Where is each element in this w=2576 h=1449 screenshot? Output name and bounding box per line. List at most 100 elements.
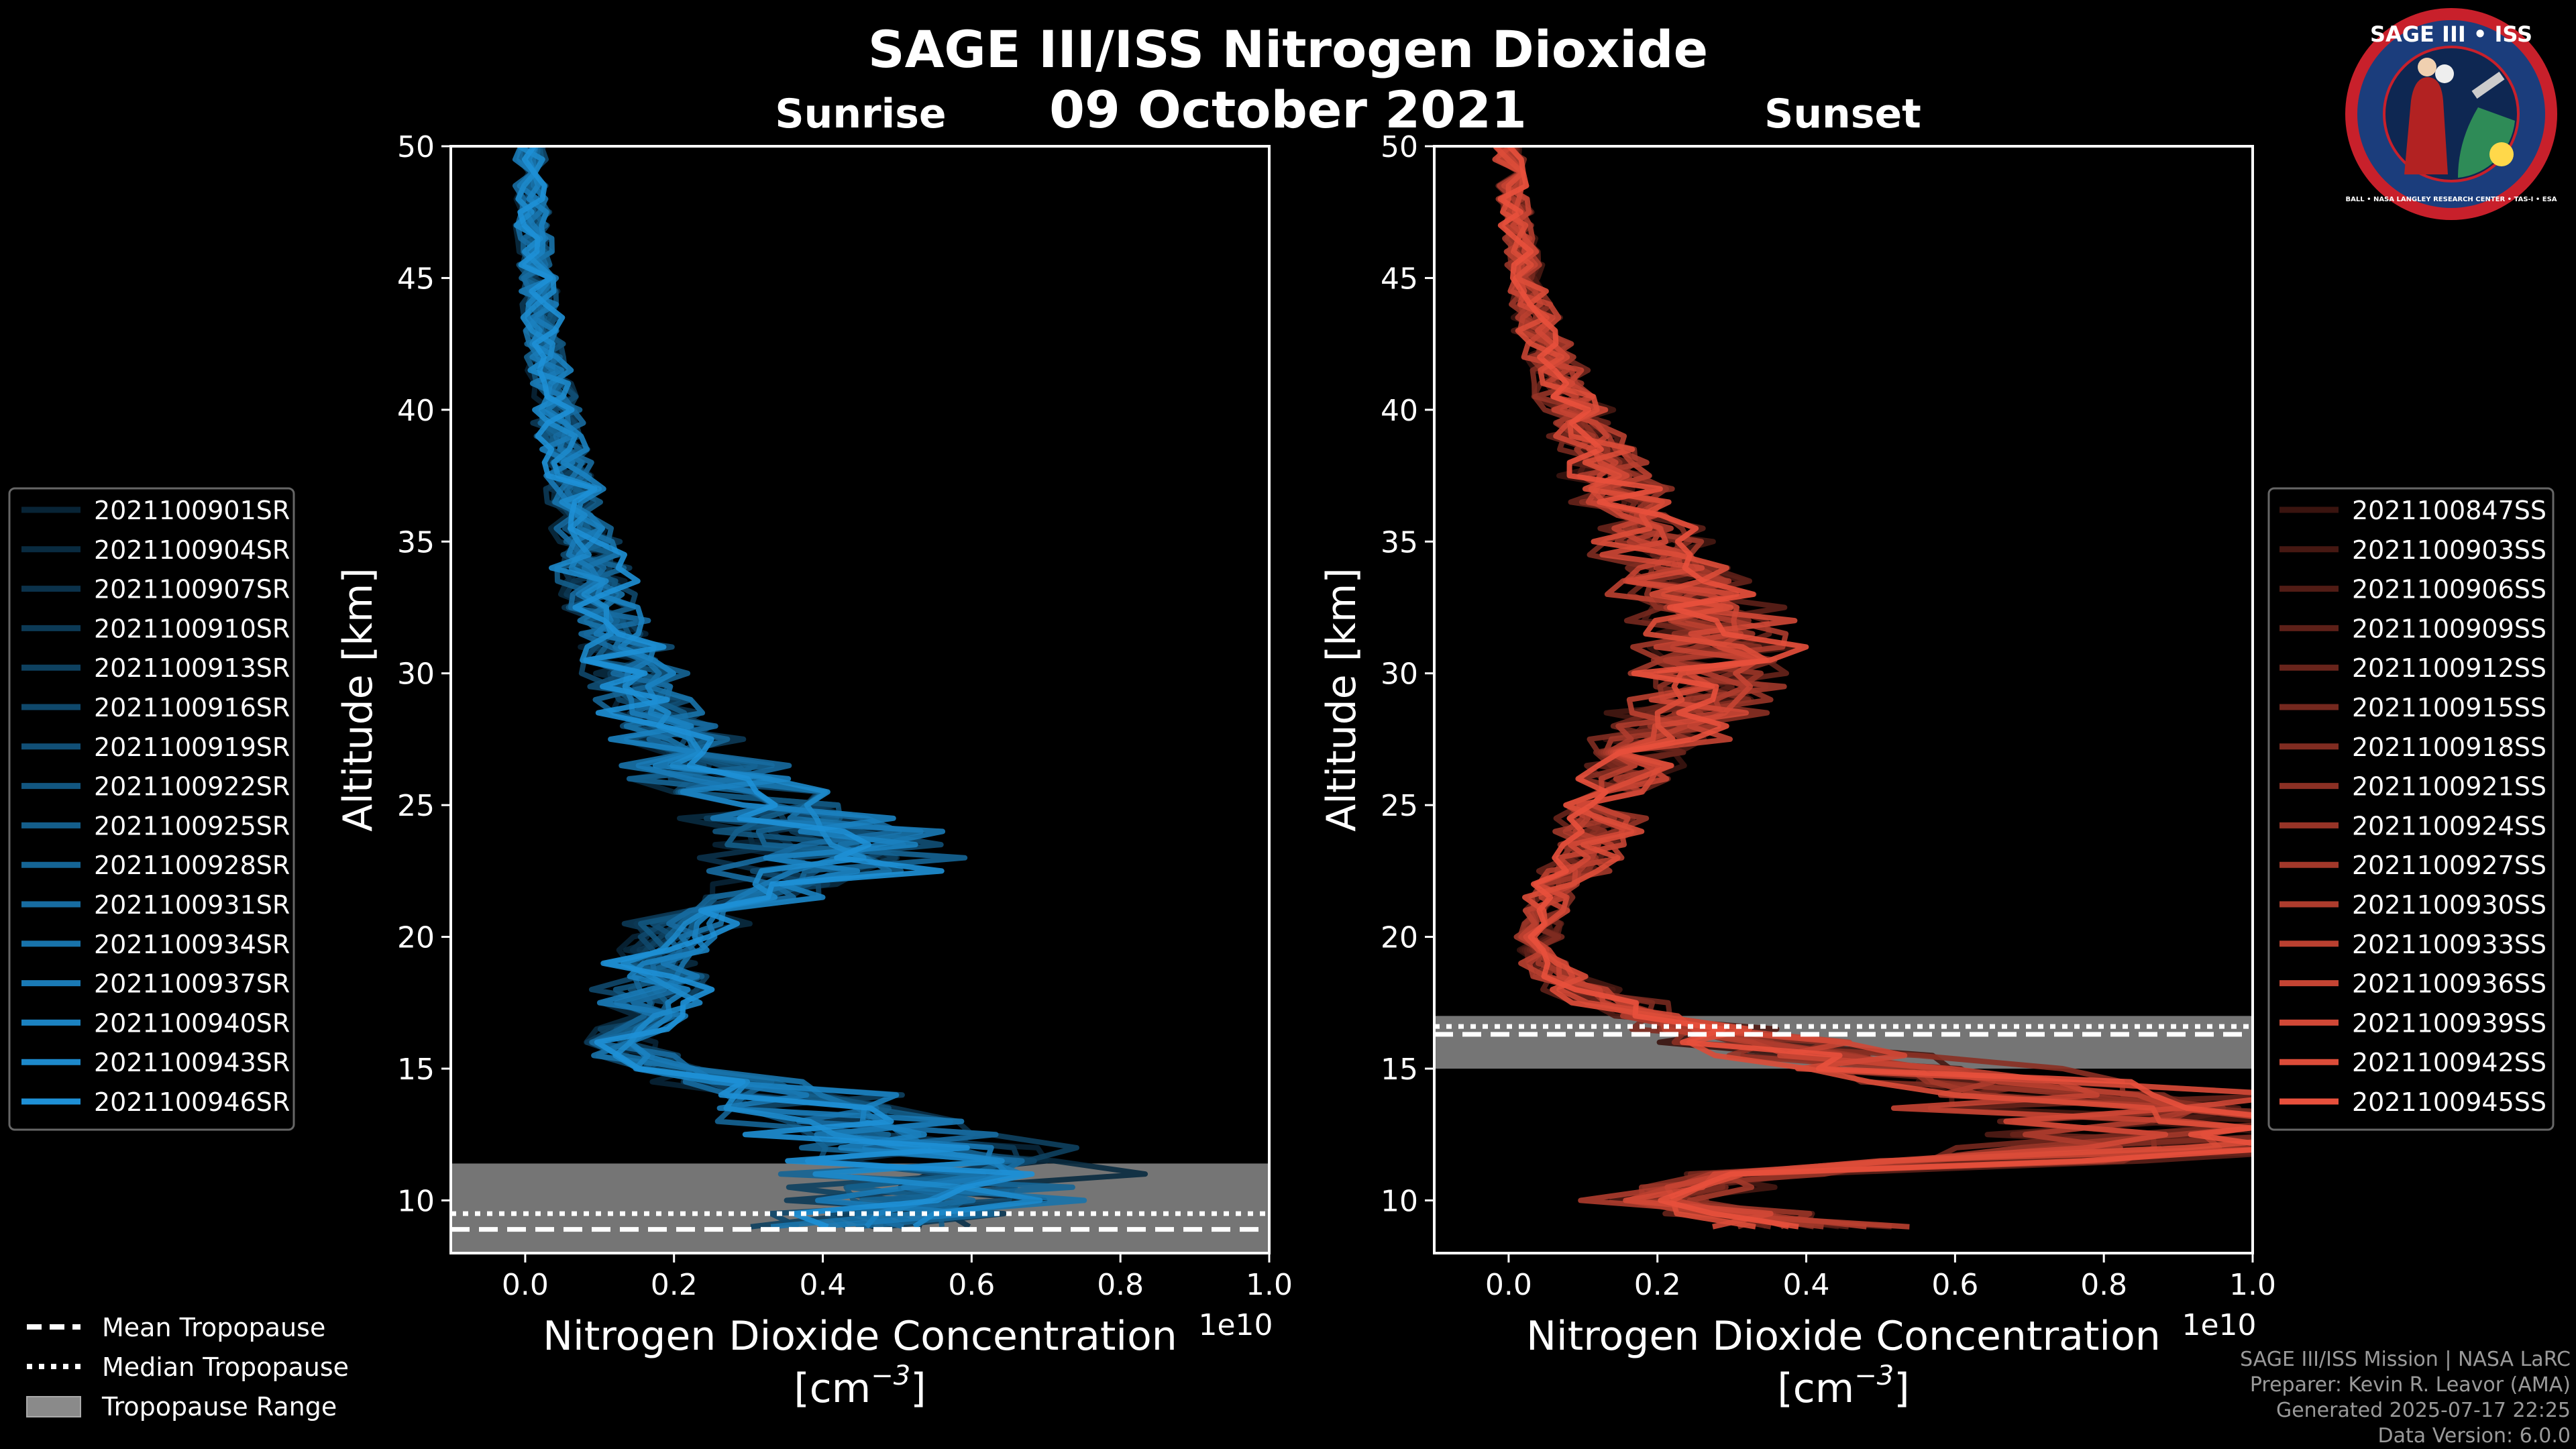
y-tick-label: 20 [1381,921,1418,955]
x-tick-label: 0.0 [502,1268,549,1302]
legend-item-2021100903SS: 2021100903SS [2352,535,2546,565]
y-tick-label: 35 [397,525,435,559]
legend-item-2021100945SS: 2021100945SS [2352,1087,2546,1117]
x-tick-label: 0.2 [651,1268,698,1302]
legend-item-2021100901SR: 2021100901SR [94,496,290,525]
x-axis-label: Nitrogen Dioxide Concentration [1526,1313,2161,1360]
legend-item-2021100916SR: 2021100916SR [94,693,290,722]
legend-item-2021100925SR: 2021100925SR [94,811,290,841]
legend-item-2021100931SR: 2021100931SR [94,890,290,920]
x-tick-label: 0.0 [1485,1268,1532,1302]
footer-line-2: Preparer: Kevin R. Leavor (AMA) [2250,1373,2571,1397]
profile-line-2021100943SR [513,146,1043,1230]
legend-item-2021100930SS: 2021100930SS [2352,890,2546,920]
legend-item-2021100934SR: 2021100934SR [94,930,290,959]
x-offset-label: 1e10 [1198,1308,1273,1342]
x-tick-label: 0.6 [1931,1268,1978,1302]
logo-ring-text: BALL • NASA LANGLEY RESEARCH CENTER • TA… [2345,196,2557,203]
legend-item-2021100924SS: 2021100924SS [2352,811,2546,841]
legend-item-2021100927SS: 2021100927SS [2352,851,2546,880]
x-tick-label: 0.2 [1634,1268,1681,1302]
sunset-plot: 0.0 0.2 0.4 0.6 0.8 1.0 10 15 20 25 30 35 40 45 50 1e10… [1318,130,2276,1412]
y-tick-label: 25 [397,789,435,823]
y-tick-label: 20 [397,921,435,955]
tropopause-legend: Mean Tropopause Median Tropopause Tropop… [26,1313,349,1421]
legend-item-2021100915SS: 2021100915SS [2352,693,2546,722]
sun-icon [2489,142,2514,166]
x-tick-label: 1.0 [1246,1268,1293,1302]
x-tick-label: 0.4 [1783,1268,1830,1302]
x-axis-units: [cm−3] [1777,1360,1909,1412]
legend-item-2021100906SS: 2021100906SS [2352,575,2546,604]
footer-line-3: Generated 2025-07-17 22:25 [2276,1399,2571,1422]
y-tick-label: 25 [1381,789,1418,823]
legend-item-2021100912SS: 2021100912SS [2352,653,2546,683]
legend-item-2021100942SS: 2021100942SS [2352,1048,2546,1077]
x-tick-label: 0.8 [2080,1268,2127,1302]
y-tick-label: 45 [397,262,435,296]
legend-item-2021100907SR: 2021100907SR [94,575,290,604]
sunset-legend: 2021100847SS 2021100903SS 2021100906SS 2021… [2267,487,2555,1131]
y-axis-label: Altitude [km] [335,568,382,832]
y-tick-label: 10 [397,1184,435,1218]
y-tick-label: 40 [397,394,435,428]
tropopause-range-label: Tropopause Range [101,1392,337,1421]
footer-credits: SAGE III/ISS Mission | NASA LaRC Prepare… [2240,1348,2571,1448]
sunrise-panel-title: Sunrise [775,91,946,138]
iss-icon [2471,71,2505,99]
sage-figure-icon [2404,77,2448,174]
legend-item-2021100919SR: 2021100919SR [94,733,290,762]
logo-top-text: SAGE III • ISS [2370,21,2532,47]
y-tick-label: 10 [1381,1184,1418,1218]
legend-item-2021100847SS: 2021100847SS [2352,496,2546,525]
x-tick-label: 1.0 [2229,1268,2276,1302]
figure-title: SAGE III/ISS Nitrogen Dioxide [868,19,1708,79]
legend-item-2021100946SR: 2021100946SR [94,1087,290,1117]
tropopause-range-swatch [26,1396,81,1417]
earth-icon [2458,107,2515,178]
y-tick-label: 15 [397,1053,435,1087]
y-tick-label: 45 [1381,262,1418,296]
legend-item-2021100904SR: 2021100904SR [94,535,290,565]
legend-item-2021100940SR: 2021100940SR [94,1008,290,1038]
legend-item-2021100933SS: 2021100933SS [2352,930,2546,959]
x-tick-label: 0.8 [1097,1268,1144,1302]
y-tick-label: 30 [1381,657,1418,692]
median-tropopause-label: Median Tropopause [102,1352,349,1382]
x-tick-label: 0.6 [948,1268,995,1302]
sunrise-legend: 2021100901SR 2021100904SR 2021100907SR 2021… [8,487,295,1131]
legend-item-2021100910SR: 2021100910SR [94,614,290,643]
legend-item-2021100921SS: 2021100921SS [2352,772,2546,802]
sunrise-plot: 0.0 0.2 0.4 0.6 0.8 1.0 10 15 20 25 30 35 40 45 50 1e10… [335,130,1293,1412]
profile-line-2021100940SR [522,146,1011,1229]
sunset-panel-title: Sunset [1764,91,1921,138]
x-tick-label: 0.4 [800,1268,847,1302]
y-axis-label: Altitude [km] [1318,568,1365,832]
figure-date: 09 October 2021 [1049,80,1527,140]
sage-iii-iss-logo: SAGE III • ISS BALL • NASA LANGLEY RESEA… [2345,8,2557,220]
mean-tropopause-label: Mean Tropopause [102,1313,325,1342]
plot-frame [449,145,1271,1254]
legend-item-2021100936SS: 2021100936SS [2352,969,2546,999]
y-tick-label: 35 [1381,525,1418,559]
legend-item-2021100918SS: 2021100918SS [2352,733,2546,762]
profile-line-2021100945SS [1497,146,2253,1230]
profile-line-2021100946SR [517,146,1035,1230]
profile-line-2021100942SS [1493,146,2253,1230]
y-tick-label: 15 [1381,1053,1418,1087]
x-axis-units: [cm−3] [794,1360,926,1412]
x-offset-label: 1e10 [2182,1308,2256,1342]
legend-item-2021100928SR: 2021100928SR [94,851,290,880]
footer-line-1: SAGE III/ISS Mission | NASA LaRC [2240,1348,2571,1371]
plot-frame [1433,145,2254,1254]
footer-line-4: Data Version: 6.0.0 [2378,1424,2571,1448]
legend-item-2021100943SR: 2021100943SR [94,1048,290,1077]
legend-item-2021100937SR: 2021100937SR [94,969,290,999]
legend-item-2021100909SS: 2021100909SS [2352,614,2546,643]
legend-item-2021100922SR: 2021100922SR [94,772,290,802]
y-tick-label: 50 [1381,130,1418,164]
legend-item-2021100913SR: 2021100913SR [94,653,290,683]
y-tick-label: 50 [397,130,435,164]
legend-item-2021100939SS: 2021100939SS [2352,1008,2546,1038]
